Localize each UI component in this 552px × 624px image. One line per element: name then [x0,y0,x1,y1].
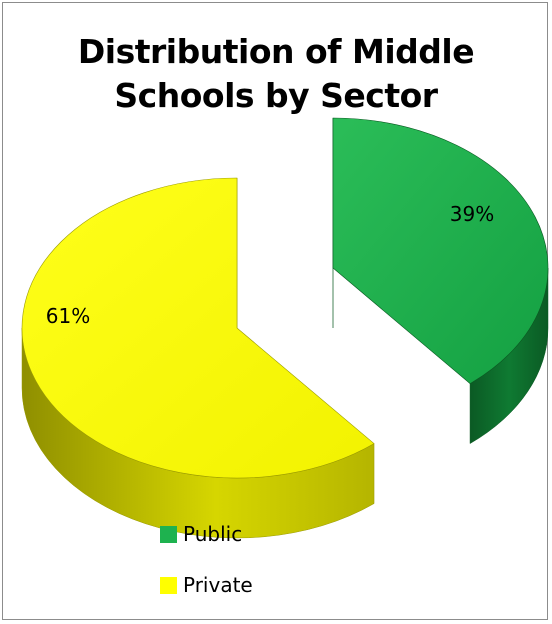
chart-title-line-2: Schools by Sector [114,76,438,115]
data-label-public: 39% [450,202,494,226]
chart-title: Distribution of Middle Schools by Sector [0,30,552,118]
pie-slice-private [21,177,375,479]
pie-slice-public [332,117,549,384]
data-label-private: 61% [46,304,90,328]
chart-title-line-1: Distribution of Middle [77,32,475,71]
